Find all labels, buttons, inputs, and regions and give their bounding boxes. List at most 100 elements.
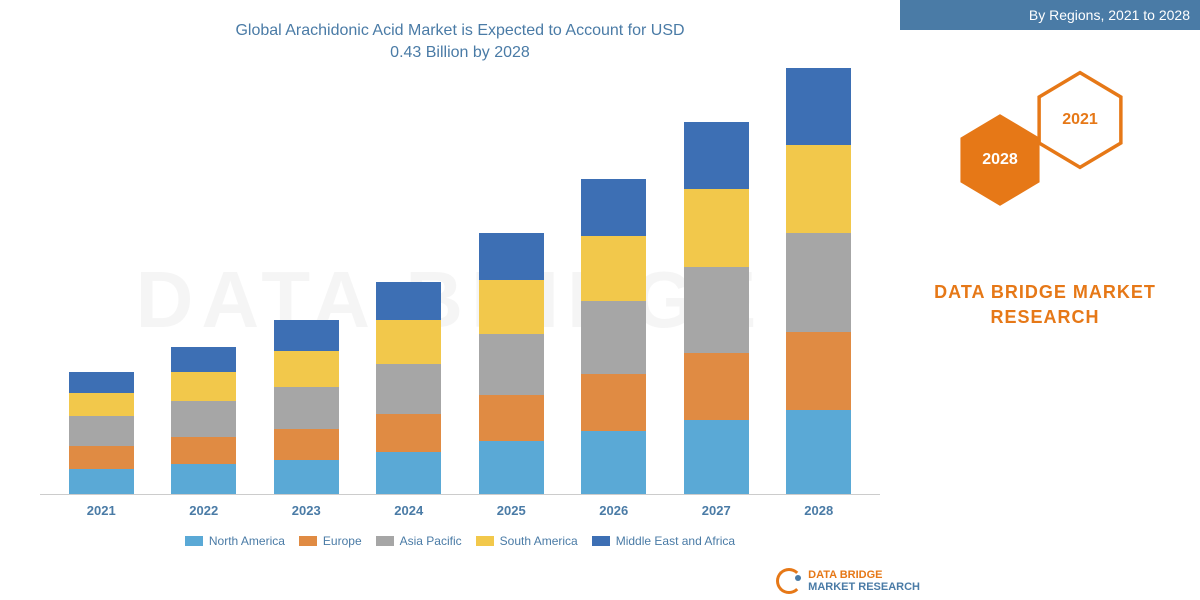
chart-legend: North America Europe Asia Pacific South Ame… (40, 534, 880, 548)
bar-group (564, 179, 664, 494)
bar-segment (69, 372, 134, 393)
bar-segment (69, 393, 134, 416)
bar-segment (479, 441, 544, 494)
bar-stack (171, 347, 236, 494)
bar-segment (786, 332, 851, 410)
brand-line2: RESEARCH (990, 307, 1099, 327)
bar-group (769, 68, 869, 494)
right-panel: By Regions, 2021 to 2028 2028 2021 DATA … (900, 0, 1200, 600)
legend-swatch (476, 536, 494, 546)
bar-segment (684, 267, 749, 353)
bar-segment (786, 68, 851, 146)
legend-item: Middle East and Africa (592, 534, 735, 548)
legend-label: Europe (323, 534, 362, 548)
legend-label: Asia Pacific (400, 534, 462, 548)
x-axis-label: 2023 (256, 503, 356, 518)
bar-segment (171, 401, 236, 437)
bar-segment (581, 374, 646, 431)
bar-stack (69, 372, 134, 494)
legend-label: Middle East and Africa (616, 534, 735, 548)
bar-group (461, 233, 561, 493)
main-container: DATA BRIDGE Global Arachidonic Acid Mark… (0, 0, 1200, 600)
brand-text: DATA BRIDGE MARKET RESEARCH (934, 280, 1156, 330)
bar-segment (376, 414, 441, 452)
bar-stack (479, 233, 544, 493)
x-axis-label: 2021 (51, 503, 151, 518)
bar-segment (581, 236, 646, 301)
right-header: By Regions, 2021 to 2028 (900, 0, 1200, 30)
hexagon-2021: 2021 (1035, 70, 1125, 170)
footer-logo-text: DATA BRIDGE MARKET RESEARCH (808, 569, 920, 593)
bar-segment (274, 429, 339, 461)
footer-logo: DATA BRIDGE MARKET RESEARCH (776, 568, 920, 594)
bar-segment (274, 460, 339, 494)
chart-title-line2: 0.43 Billion by 2028 (390, 44, 530, 61)
footer-logo-line1: DATA BRIDGE (808, 569, 882, 581)
x-axis-label: 2028 (769, 503, 869, 518)
legend-label: South America (500, 534, 578, 548)
bar-segment (69, 446, 134, 469)
bar-group (51, 372, 151, 494)
bar-segment (376, 364, 441, 414)
x-axis-label: 2024 (359, 503, 459, 518)
bar-segment (786, 410, 851, 494)
legend-swatch (592, 536, 610, 546)
x-axis-label: 2026 (564, 503, 664, 518)
hexagon-2028: 2028 (955, 110, 1045, 210)
bar-segment (274, 387, 339, 429)
footer-logo-line2: MARKET RESEARCH (808, 581, 920, 593)
bar-segment (479, 334, 544, 395)
x-axis-label: 2025 (461, 503, 561, 518)
bar-segment (171, 347, 236, 372)
bar-segment (274, 351, 339, 387)
bar-segment (786, 233, 851, 332)
bar-stack (274, 320, 339, 494)
bar-segment (581, 431, 646, 494)
bar-segment (684, 122, 749, 189)
bar-segment (171, 372, 236, 401)
bar-stack (581, 179, 646, 494)
legend-swatch (185, 536, 203, 546)
bar-segment (69, 469, 134, 494)
bar-group (154, 347, 254, 494)
chart-canvas (40, 75, 880, 495)
legend-swatch (376, 536, 394, 546)
bar-stack (376, 282, 441, 494)
logo-icon (776, 568, 802, 594)
legend-item: South America (476, 534, 578, 548)
brand-line1: DATA BRIDGE MARKET (934, 282, 1156, 302)
hexagon-graphic: 2028 2021 (945, 70, 1145, 230)
bar-group (666, 122, 766, 494)
bar-segment (581, 179, 646, 236)
hexagon-2021-label: 2021 (1062, 111, 1098, 129)
bar-segment (274, 320, 339, 352)
bar-segment (684, 420, 749, 494)
legend-item: Europe (299, 534, 362, 548)
legend-item: North America (185, 534, 285, 548)
bar-segment (479, 280, 544, 335)
bar-segment (171, 464, 236, 493)
bar-segment (376, 452, 441, 494)
chart-area: DATA BRIDGE Global Arachidonic Acid Mark… (0, 0, 900, 600)
bar-segment (479, 233, 544, 279)
x-axis-labels: 20212022202320242025202620272028 (40, 495, 880, 518)
bar-segment (581, 301, 646, 375)
chart-title-line1: Global Arachidonic Acid Market is Expect… (235, 22, 684, 39)
bar-segment (684, 189, 749, 267)
bar-group (256, 320, 356, 494)
bar-segment (376, 320, 441, 364)
bar-stack (786, 68, 851, 494)
bar-segment (684, 353, 749, 420)
bar-segment (171, 437, 236, 464)
legend-swatch (299, 536, 317, 546)
x-axis-label: 2022 (154, 503, 254, 518)
bar-stack (684, 122, 749, 494)
hexagon-2028-label: 2028 (982, 151, 1018, 169)
bar-group (359, 282, 459, 494)
bar-segment (376, 282, 441, 320)
x-axis-label: 2027 (666, 503, 766, 518)
legend-label: North America (209, 534, 285, 548)
bar-segment (479, 395, 544, 441)
bar-segment (786, 145, 851, 233)
bar-segment (69, 416, 134, 445)
